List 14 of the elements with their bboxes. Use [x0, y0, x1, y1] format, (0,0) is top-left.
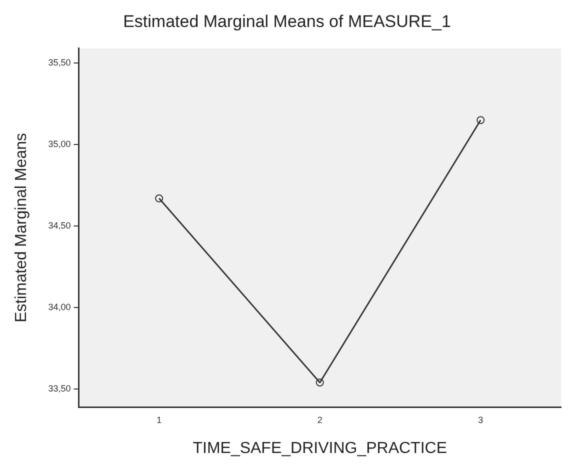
y-axis-title: Estimated Marginal Means	[13, 132, 30, 322]
chart-title: Estimated Marginal Means of MEASURE_1	[123, 12, 451, 31]
point	[155, 194, 164, 202]
y-tick-label: 34,00	[48, 302, 71, 312]
x-axis-title: TIME_SAFE_DRIVING_PRACTICE	[192, 440, 447, 457]
point	[476, 116, 485, 124]
y-tick-label: 35,00	[48, 139, 71, 150]
x-tick-label: 2	[317, 414, 322, 425]
y-tick-label: 35,50	[48, 58, 71, 68]
y-tick-label: 33,50	[48, 384, 71, 394]
x-tick-label: 3	[478, 414, 484, 425]
point	[316, 378, 324, 387]
x-tick-label: 1	[156, 414, 162, 425]
y-tick-label: 34,50	[48, 220, 71, 231]
